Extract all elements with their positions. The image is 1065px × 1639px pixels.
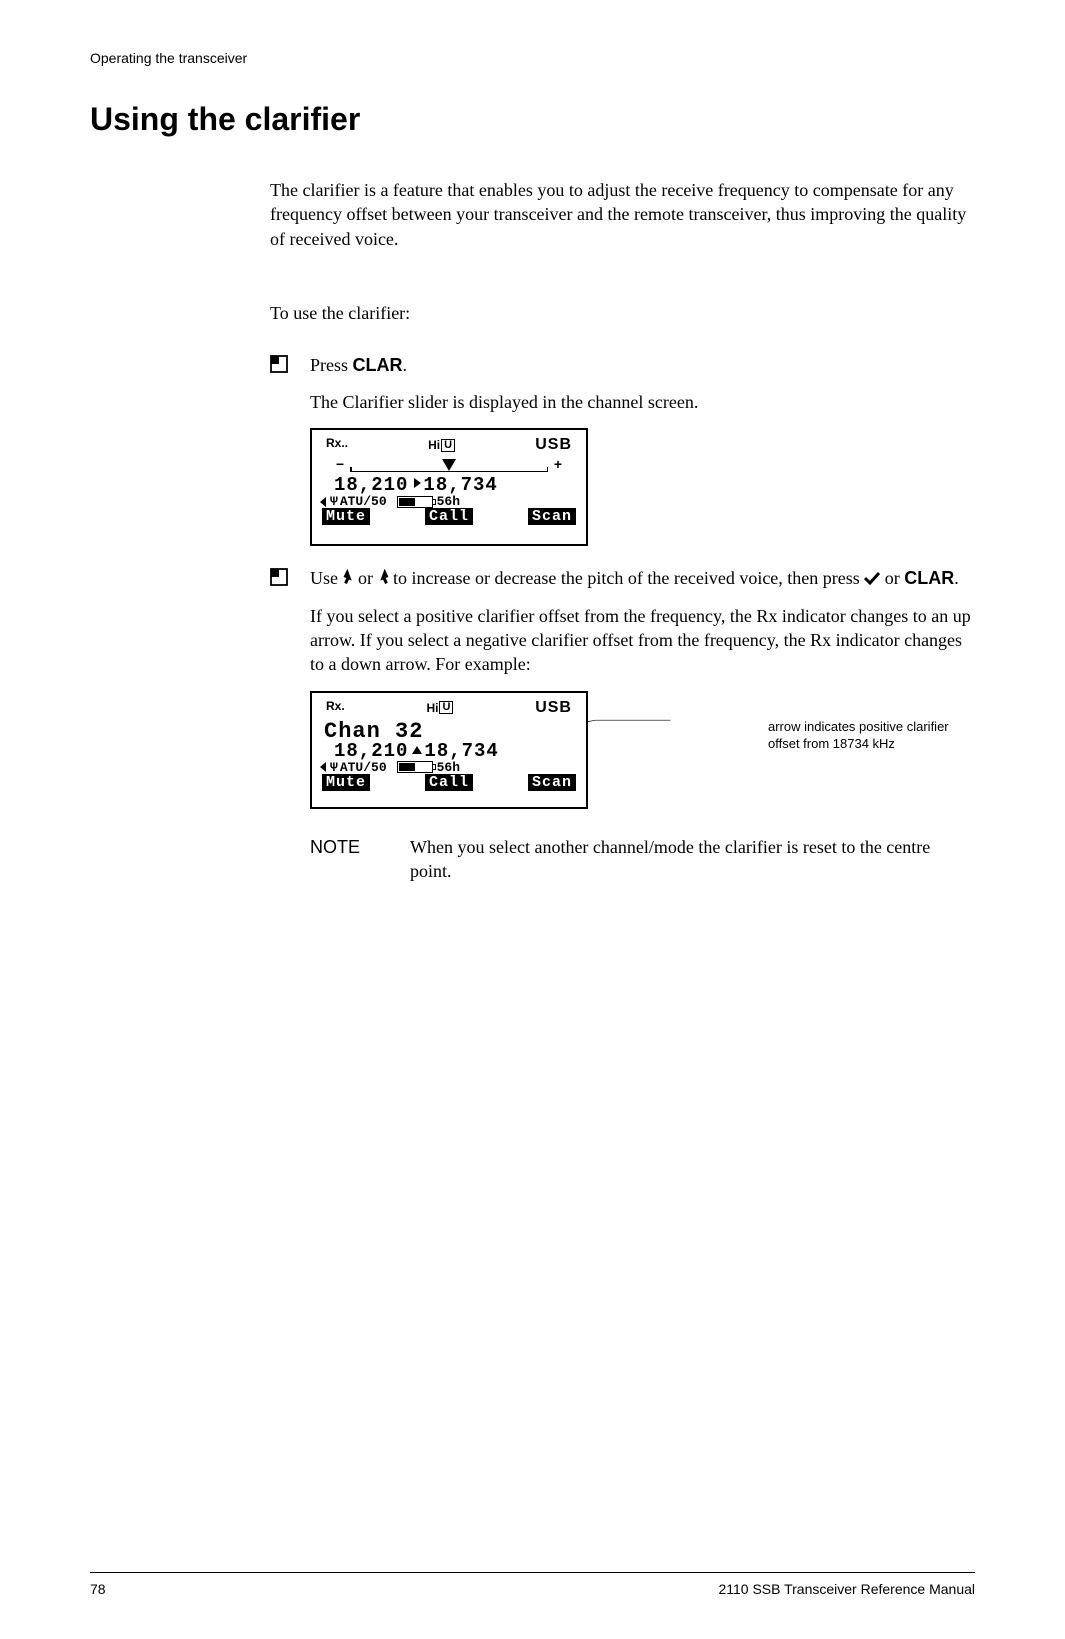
callout-line2: offset from 18734 kHz (768, 736, 895, 751)
step2-pre2: or (354, 568, 378, 588)
lcd1-status: Ψ ATU/50 56h (320, 494, 578, 509)
lcd2-top-row: Rx. HiU USB (320, 699, 578, 717)
callout-line (588, 691, 678, 791)
note-block: NOTE When you select another channel/mod… (310, 835, 975, 884)
step2-pre3: to increase or decrease the pitch of the… (389, 568, 865, 588)
lcd1-buttons: Mute Call Scan (320, 508, 578, 525)
lcd1-minus: − (336, 456, 344, 472)
intro-paragraph: The clarifier is a feature that enables … (270, 178, 975, 251)
lcd2-mute: Mute (322, 774, 370, 791)
lcd2-status: Ψ ATU/50 56h (320, 760, 578, 775)
lcd2-freq-left: 18,210 (334, 740, 408, 762)
lcd1-u: U (441, 439, 455, 452)
content-area: The clarifier is a feature that enables … (270, 178, 975, 883)
doc-title: 2110 SSB Transceiver Reference Manual (718, 1581, 975, 1597)
lcd-2-container: Rx. HiU USB Chan 32 18,21018,734 Ψ ATU/5… (310, 691, 975, 809)
page-header: Operating the transceiver (90, 50, 975, 66)
step-1-follow: The Clarifier slider is displayed in the… (310, 390, 975, 414)
lcd1-hi-text: Hi (428, 438, 440, 452)
main-heading: Using the clarifier (90, 101, 975, 138)
lcd1-tri-right-icon (414, 478, 421, 488)
lcd2-antenna-icon: Ψ (330, 760, 338, 775)
page-number: 78 (90, 1581, 106, 1597)
lcd1-plus: + (554, 456, 562, 472)
lcd1-tick-r (547, 467, 549, 472)
lcd1-call: Call (425, 508, 473, 525)
lcd1-tick-l (350, 467, 352, 472)
lcd1-slider: − + (350, 458, 548, 474)
lcd1-mute: Mute (322, 508, 370, 525)
step2-post: . (954, 568, 959, 588)
clar-key: CLAR (353, 355, 403, 375)
lcd2-atu: ATU/50 (340, 760, 387, 775)
lcd2-hi: HiU (426, 699, 453, 717)
checkbox-icon-2 (270, 566, 310, 591)
lcd2-hours: 56h (437, 760, 460, 775)
step-2-follow: If you select a positive clarifier offse… (310, 604, 975, 677)
step2-pre4: or (880, 568, 904, 588)
lcd1-top-row: Rx.. HiU USB (320, 436, 578, 454)
lcd2-buttons: Mute Call Scan (320, 774, 578, 791)
lcd2-hi-text: Hi (426, 701, 438, 715)
callout-line1: arrow indicates positive clarifier (768, 719, 949, 734)
note-label: NOTE (310, 835, 410, 884)
checkbox-icon (270, 353, 310, 378)
step-2: Use or to increase or decrease the pitch… (270, 566, 975, 591)
step-2-text: Use or to increase or decrease the pitch… (310, 566, 975, 591)
lcd2-freq-right: 18,734 (424, 740, 498, 762)
lcd1-track (350, 471, 548, 472)
lcd1-left-tri-icon (320, 497, 326, 507)
lead-in: To use the clarifier: (270, 301, 975, 325)
lcd2-usb: USB (535, 699, 572, 717)
lcd2-u: U (439, 701, 453, 714)
scroll-up-icon (378, 567, 389, 591)
clar-key-2: CLAR (904, 568, 954, 588)
step2-pre1: Use (310, 568, 343, 588)
lcd1-freq-row: 18,210 18,734 (320, 474, 578, 496)
lcd2-rx: Rx. (326, 699, 345, 717)
scroll-down-icon (343, 567, 354, 591)
callout-text: arrow indicates positive clarifier offse… (768, 719, 949, 809)
lcd-screen-2: Rx. HiU USB Chan 32 18,21018,734 Ψ ATU/5… (310, 691, 588, 809)
lcd1-rx: Rx.. (326, 436, 348, 454)
lcd-screen-1: Rx.. HiU USB − + 18,210 18,734 Ψ ATU/50 5… (310, 428, 588, 546)
lcd1-scan: Scan (528, 508, 576, 525)
step1-post: . (403, 355, 408, 375)
lcd2-call: Call (425, 774, 473, 791)
lcd2-left-tri-icon (320, 762, 326, 772)
step-1-text: Press CLAR. (310, 353, 975, 378)
lcd1-antenna-icon: Ψ (330, 494, 338, 509)
lcd1-battery-icon (397, 496, 436, 508)
lcd1-hours: 56h (437, 494, 460, 509)
lcd1-freq-left: 18,210 (334, 474, 408, 496)
lcd2-battery-icon (397, 761, 436, 773)
lcd2-freq-row: 18,210 18,734 (320, 740, 578, 762)
lcd2-up-arrow-icon (412, 746, 422, 754)
lcd2-scan: Scan (528, 774, 576, 791)
check-icon (864, 567, 880, 591)
lcd1-usb: USB (535, 436, 572, 454)
lcd1-atu: ATU/50 (340, 494, 387, 509)
step-1: Press CLAR. (270, 353, 975, 378)
lcd1-hi: HiU (428, 436, 455, 454)
page-footer: 78 2110 SSB Transceiver Reference Manual (90, 1572, 975, 1597)
lcd1-freq-right: 18,734 (423, 474, 497, 496)
note-text: When you select another channel/mode the… (410, 835, 975, 884)
step1-pre: Press (310, 355, 353, 375)
lcd1-pointer (442, 459, 456, 471)
